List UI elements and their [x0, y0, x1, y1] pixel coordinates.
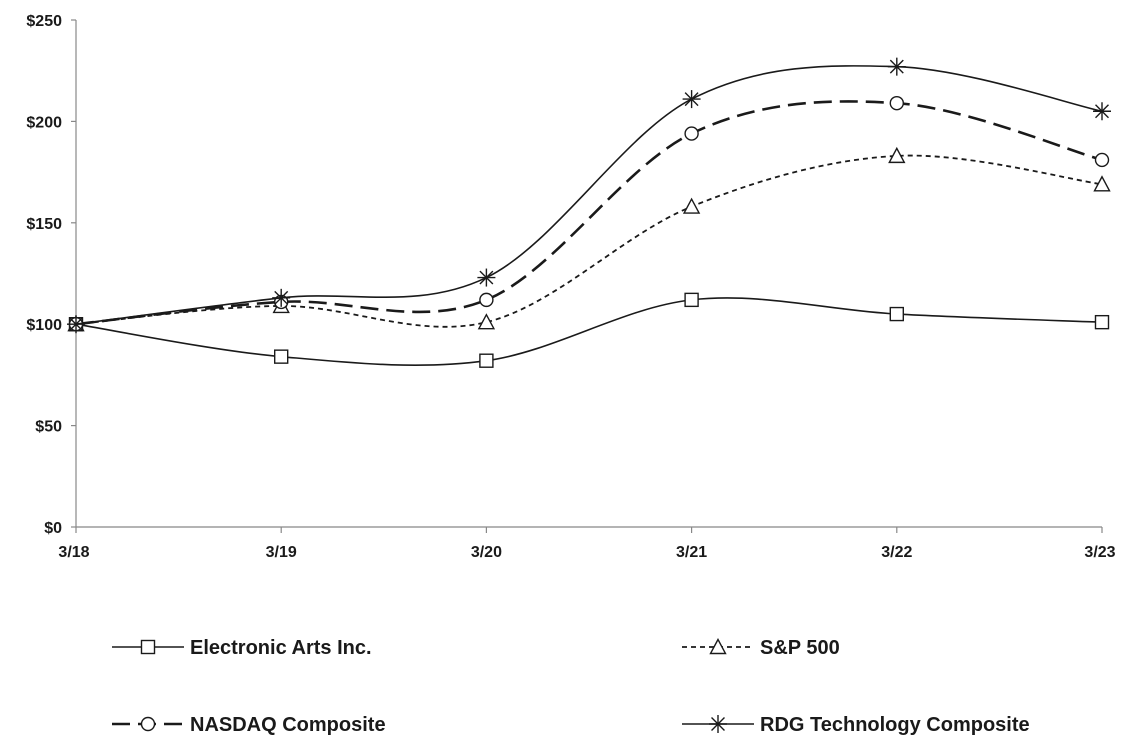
series-line [75, 154, 1103, 328]
legend-item: Electronic Arts Inc. [112, 637, 372, 659]
square-marker [140, 639, 156, 655]
square-marker [274, 349, 289, 364]
x-tick-label: 3/20 [471, 544, 502, 561]
circle-marker [684, 126, 699, 141]
triangle-marker [709, 638, 727, 655]
triangle-marker [888, 146, 906, 164]
x-tick-label: 3/18 [58, 544, 89, 561]
asterisk-marker [272, 288, 291, 307]
triangle-marker [682, 197, 701, 214]
x-tick-label: 3/19 [266, 544, 297, 561]
series-line [75, 100, 1103, 326]
x-tick-label: 3/22 [881, 544, 912, 561]
square-marker [1094, 314, 1110, 330]
series-line [75, 297, 1103, 367]
asterisk-marker [887, 57, 906, 76]
legend-item: NASDAQ Composite [112, 714, 386, 736]
legend-item: S&P 500 [682, 637, 840, 659]
circle-marker [140, 716, 156, 732]
y-tick-label: $0 [44, 520, 62, 537]
square-marker [479, 353, 494, 368]
asterisk-marker [709, 715, 727, 733]
series-3 [67, 57, 1111, 334]
triangle-marker [1093, 175, 1111, 192]
square-marker [889, 306, 904, 322]
series-line [75, 65, 1103, 325]
asterisk-marker [67, 315, 85, 334]
circle-marker [1094, 152, 1110, 168]
legend-label: NASDAQ Composite [190, 714, 386, 736]
chart-legend: Electronic Arts Inc. S&P 500 NASDAQ Compos… [112, 637, 1030, 736]
legend-label: RDG Technology Composite [760, 714, 1030, 736]
x-tick-label: 3/21 [676, 544, 707, 561]
asterisk-marker [477, 268, 496, 287]
asterisk-marker [682, 90, 701, 109]
y-tick-label: $150 [26, 216, 62, 233]
legend-label: Electronic Arts Inc. [190, 637, 372, 659]
triangle-marker [477, 313, 496, 330]
asterisk-marker [1093, 102, 1111, 121]
circle-marker [479, 292, 494, 308]
series-layer [67, 57, 1111, 368]
y-tick-label: $200 [26, 114, 62, 131]
chart-axes: $0 $50 $100 $150 $200 $250 3/18 3/19 3/20 3/21 3/2… [26, 13, 1115, 561]
legend-item: RDG Technology Composite [682, 714, 1030, 736]
series-2 [68, 95, 1110, 332]
circle-marker [889, 95, 904, 111]
y-tick-label: $50 [35, 419, 62, 436]
square-marker [684, 292, 699, 308]
y-tick-label: $250 [26, 13, 62, 30]
legend-label: S&P 500 [760, 637, 840, 659]
y-tick-label: $100 [26, 317, 62, 334]
x-tick-label: 3/23 [1084, 544, 1115, 561]
series-1 [67, 146, 1111, 332]
